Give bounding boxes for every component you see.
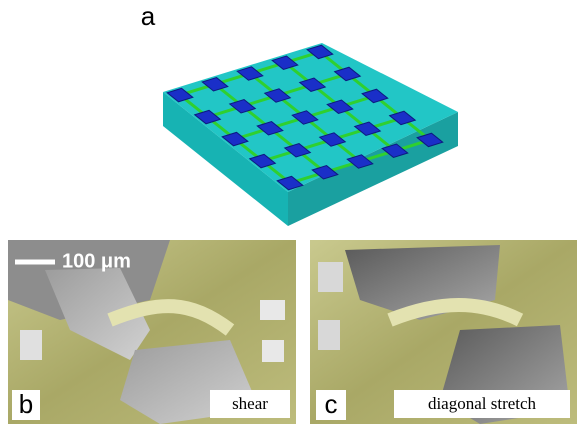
scale-bar-label: 100 μm	[62, 250, 131, 272]
caption: diagonal stretch	[428, 394, 537, 413]
figure: a 100 μm b shear c diagonal stretch	[0, 0, 577, 424]
panel-label: b	[19, 389, 33, 419]
panel-label: c	[325, 389, 338, 419]
panel-label: a	[141, 1, 156, 31]
slab-illustration	[163, 43, 458, 226]
caption: shear	[232, 394, 268, 413]
